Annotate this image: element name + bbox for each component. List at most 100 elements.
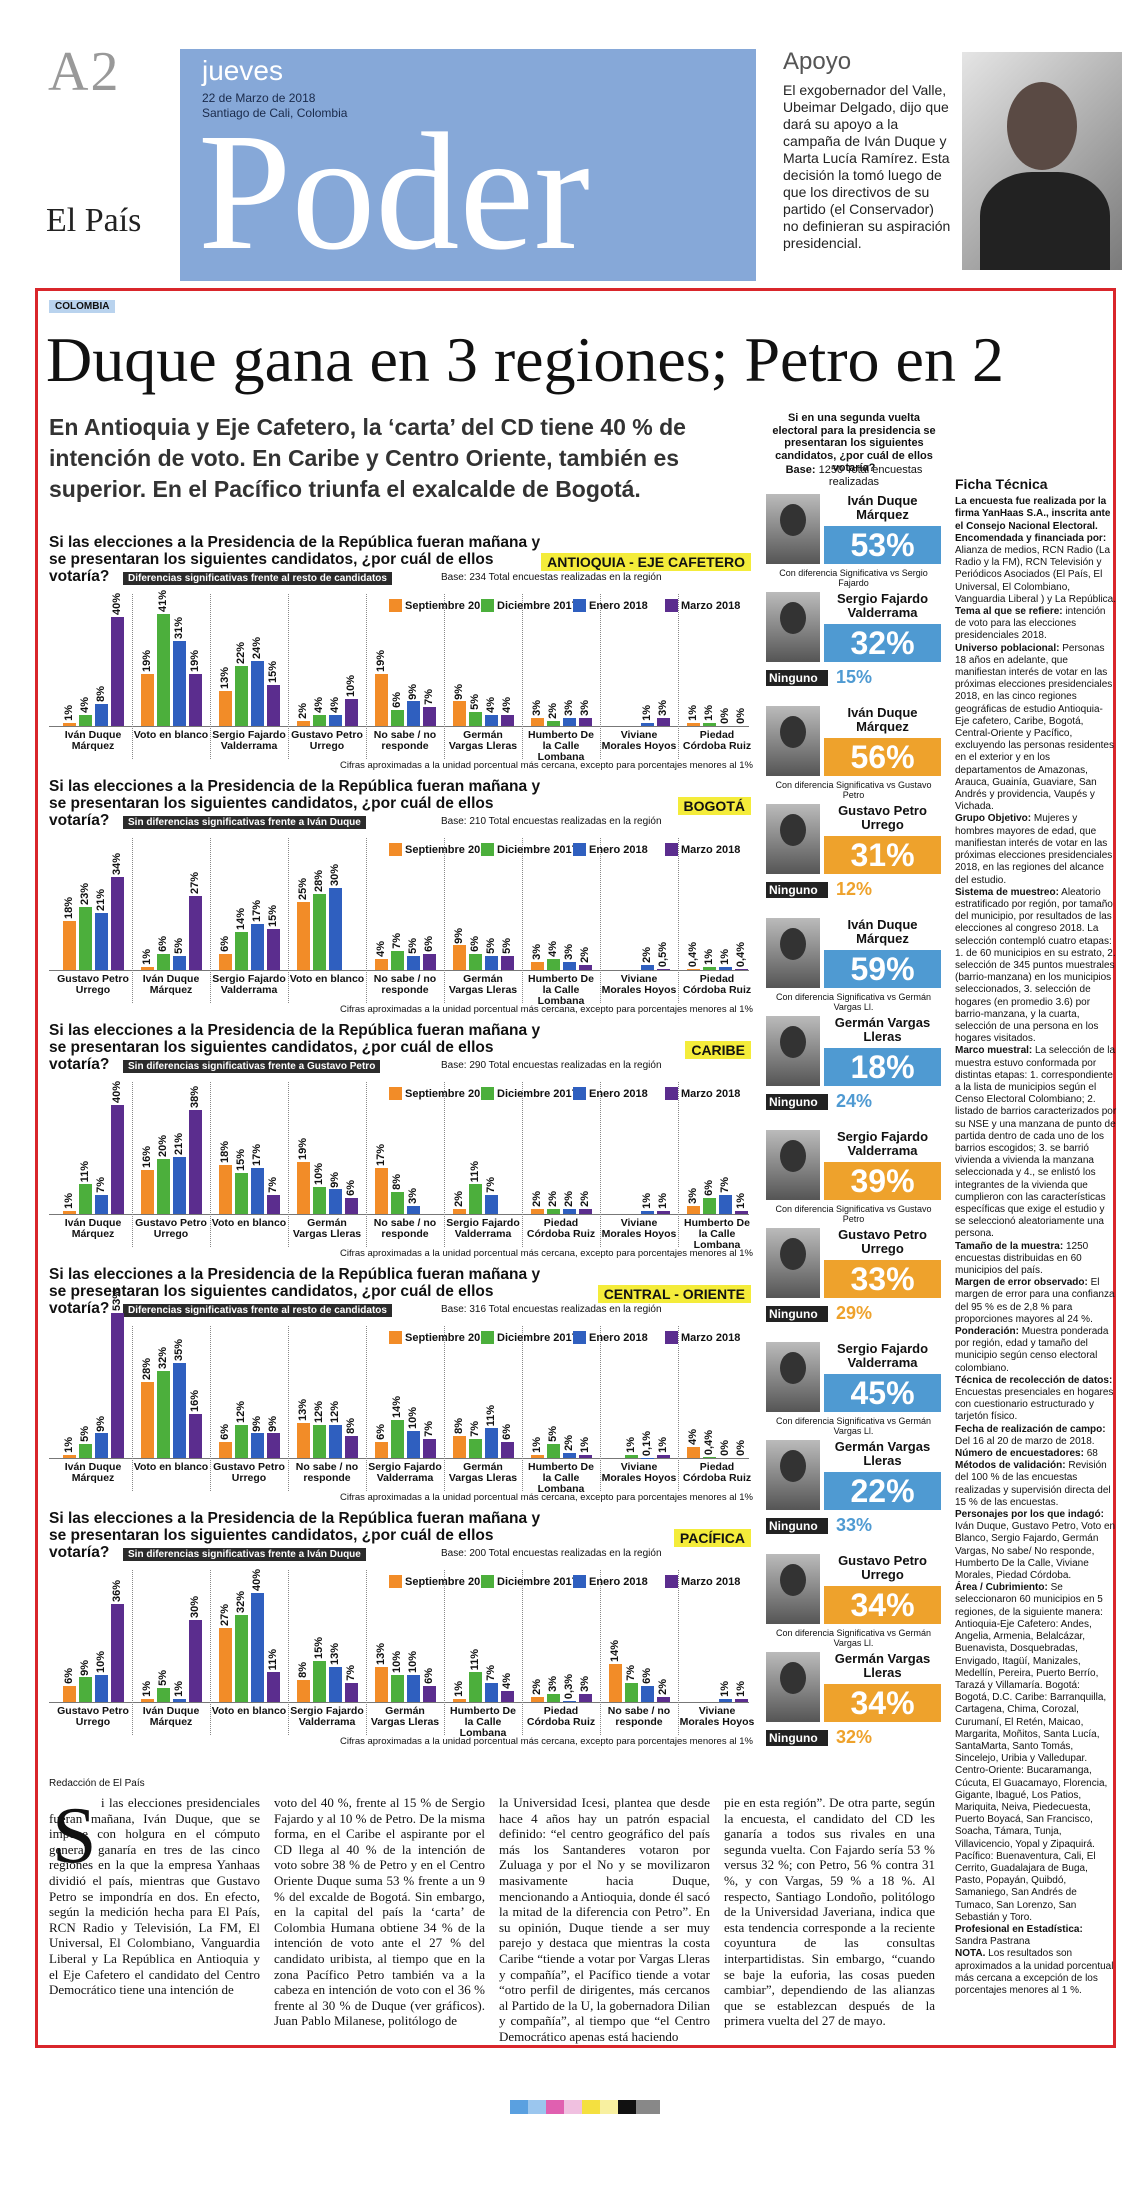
bar	[345, 698, 358, 726]
matchup: Sergio Fajardo Valderrama 39% Con diferenc…	[766, 1128, 941, 1340]
category-label: Gustavo Petro Urrego	[57, 973, 129, 996]
value-label: 3%	[407, 1187, 419, 1204]
candidate-photo	[766, 918, 820, 988]
winner-pct: 39%	[824, 1162, 941, 1200]
value-label: 10%	[407, 1650, 419, 1673]
group-separator	[522, 1326, 523, 1491]
value-label: 24%	[251, 636, 263, 659]
bar	[547, 959, 560, 970]
legend-label: Enero 2018	[589, 1576, 648, 1588]
ficha-text: intención de voto para las elecciones pr…	[955, 606, 1106, 642]
loser-pct: 34%	[824, 1684, 941, 1722]
bar	[375, 1441, 388, 1458]
value-label: 11%	[485, 1404, 497, 1426]
bar	[267, 929, 280, 970]
value-label: 0%	[735, 1440, 747, 1456]
loser-name: Germán Vargas Lleras	[834, 1651, 931, 1680]
axis-line	[49, 1214, 749, 1215]
value-label: 11%	[267, 1648, 279, 1670]
value-label: 3%	[563, 699, 575, 716]
bar	[547, 1208, 560, 1214]
bar	[485, 715, 498, 726]
value-label: 34%	[111, 853, 123, 876]
category-label: Sergio Fajardo Valderrama	[212, 729, 286, 752]
bar	[157, 614, 170, 726]
bar	[657, 1696, 670, 1702]
ficha-item: Área / Cubrimiento: Se seleccionaron 60 …	[955, 1582, 1117, 1924]
none-label: Ninguno	[766, 882, 828, 898]
axis-line	[49, 970, 749, 971]
value-label: 4%	[501, 1673, 513, 1690]
value-label: 2%	[547, 702, 559, 719]
value-label: 5%	[79, 1426, 91, 1443]
value-label: 15%	[267, 661, 279, 684]
legend-swatch	[573, 843, 586, 856]
candidate-photo	[766, 804, 820, 874]
value-label: 3%	[531, 943, 543, 960]
value-label: 9%	[453, 927, 465, 944]
bar	[141, 967, 154, 970]
value-label: 1%	[657, 1193, 669, 1210]
bar	[625, 1682, 638, 1702]
group-separator	[210, 1570, 211, 1735]
value-label: 0%	[719, 708, 731, 724]
value-label: 31%	[173, 617, 185, 640]
legend-swatch	[573, 599, 586, 612]
loser-pct: 18%	[824, 1048, 941, 1086]
bar	[297, 1422, 310, 1458]
winner-name: Sergio Fajardo Valderrama	[836, 1341, 929, 1370]
axis-line	[49, 1702, 749, 1703]
bar	[235, 1173, 248, 1214]
value-label: 21%	[173, 1132, 185, 1155]
value-label: 13%	[329, 1642, 341, 1665]
group-separator	[366, 1326, 367, 1491]
value-label: 7%	[95, 1177, 107, 1193]
legend-label: Enero 2018	[589, 1088, 648, 1100]
bar	[95, 912, 108, 970]
ficha-item: Fecha de realización de campo: Del 16 al…	[955, 1424, 1117, 1448]
bar	[189, 896, 202, 970]
candidate-photo	[766, 1440, 820, 1510]
value-label: 19%	[375, 650, 387, 673]
region-label: BOGOTÁ	[677, 797, 751, 815]
value-label: 1%	[531, 1437, 543, 1454]
section-name: Poder	[198, 99, 590, 281]
value-label: 19%	[141, 650, 153, 673]
value-label: 0,4%	[735, 941, 747, 967]
ficha-label: Margen de error observado:	[955, 1277, 1088, 1289]
bar	[657, 1211, 670, 1214]
legend-label: Septiembre 2017	[405, 1332, 493, 1344]
value-label: 20%	[157, 1135, 169, 1158]
group-separator	[678, 594, 679, 759]
value-label: 0,1%	[641, 1430, 653, 1456]
bar	[235, 666, 248, 726]
legend-swatch	[481, 1087, 494, 1100]
group-separator	[444, 594, 445, 759]
bar	[407, 701, 420, 726]
legend-label: Septiembre 2017	[405, 1576, 493, 1588]
bar	[703, 1197, 716, 1214]
legend-swatch	[573, 1087, 586, 1100]
winner-name: Iván Duque Márquez	[847, 917, 918, 946]
legend-label: Marzo 2018	[681, 1088, 741, 1100]
value-label: 6%	[391, 691, 403, 708]
category-label: Humberto De la Calle Lombana	[450, 1705, 516, 1739]
chart-footnote: Cifras aproximadas a la unidad porcentua…	[340, 760, 753, 771]
value-label: 7%	[485, 1177, 497, 1193]
ficha-label: Métodos de validación:	[955, 1460, 1066, 1472]
bar	[453, 1208, 466, 1214]
value-label: 6%	[345, 1179, 357, 1196]
legend-swatch	[481, 1575, 494, 1588]
category-label: Piedad Córdoba Ruiz	[682, 973, 752, 996]
value-label: 36%	[111, 1579, 123, 1602]
ficha-intro: La encuesta fue realizada por la firma Y…	[955, 496, 1111, 532]
category-label: Iván Duque Márquez	[142, 973, 200, 996]
ficha-label: Marco muestral:	[955, 1045, 1033, 1057]
bar	[111, 616, 124, 726]
ficha-item: Personajes por los que indagó: Iván Duqu…	[955, 1509, 1117, 1582]
value-label: 3%	[579, 1675, 591, 1692]
bar	[79, 907, 92, 970]
bar	[563, 1208, 576, 1214]
significance-badge: Sin diferencias significativas frente a …	[123, 1060, 381, 1073]
ficha-label: Profesional en Estadística:	[955, 1923, 1083, 1935]
